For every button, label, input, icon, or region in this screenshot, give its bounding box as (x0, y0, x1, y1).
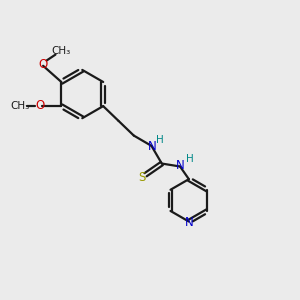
Text: CH₃: CH₃ (51, 46, 70, 56)
Text: O: O (38, 58, 48, 70)
Text: H: H (186, 154, 193, 164)
Text: N: N (148, 140, 156, 153)
Text: H: H (156, 135, 164, 145)
Text: O: O (35, 99, 44, 112)
Text: CH₃: CH₃ (10, 101, 29, 111)
Text: S: S (138, 171, 145, 184)
Text: N: N (184, 216, 193, 229)
Text: N: N (176, 159, 185, 172)
